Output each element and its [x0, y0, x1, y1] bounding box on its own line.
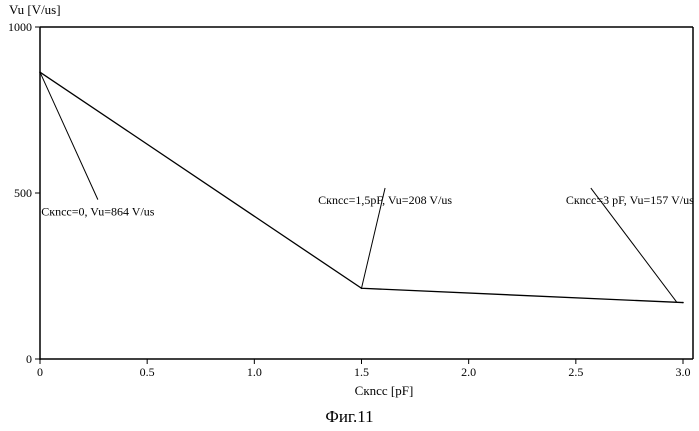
- series-line: [40, 72, 683, 302]
- x-tick-label: 0: [37, 365, 43, 379]
- x-tick-label: 2.0: [461, 365, 476, 379]
- x-ticks: 0 0.5 1.0 1.5 2.0 2.5 3.0: [37, 359, 691, 379]
- x-axis-label: Cкncc [pF]: [355, 383, 414, 398]
- series-point: [682, 302, 684, 304]
- x-tick-label: 3.0: [676, 365, 691, 379]
- y-tick-label: 500: [14, 186, 32, 200]
- x-tick-label: 1.0: [247, 365, 262, 379]
- x-tick-label: 2.5: [568, 365, 583, 379]
- figure-caption: Фиг.11: [0, 407, 699, 427]
- chart: 0 0.5 1.0 1.5 2.0 2.5 3.0 0 500 1000 Cкncc=0, Vu…: [0, 0, 699, 405]
- annotation-label: Cкncc=0, Vu=864 V/us: [41, 205, 155, 219]
- x-tick-label: 1.5: [354, 365, 369, 379]
- y-tick-label: 0: [26, 352, 32, 366]
- x-tick-label: 0.5: [140, 365, 155, 379]
- annotation-label: Cкncc=1,5pF, Vu=208 V/us: [318, 193, 452, 207]
- annotations: Cкncc=0, Vu=864 V/us Cкncc=1,5pF, Vu=208 …: [40, 72, 694, 302]
- y-axis-label: Vu [V/us]: [9, 2, 61, 17]
- annotation-label: Cкncc=3 pF, Vu=157 V/us: [566, 193, 694, 207]
- y-ticks: 0 500 1000: [8, 20, 40, 366]
- series-layer: [39, 71, 684, 303]
- y-tick-label: 1000: [8, 20, 32, 34]
